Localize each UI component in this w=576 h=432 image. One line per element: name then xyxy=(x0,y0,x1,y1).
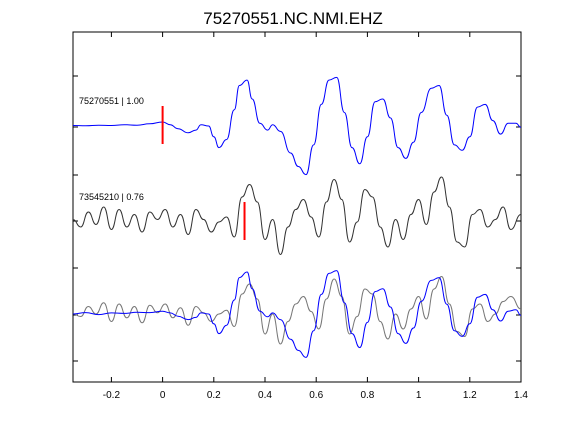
x-tick-label: 1.2 xyxy=(463,390,477,401)
x-axis-ticks: -0.2 0 0.2 0.4 0.6 0.8 1 1.2 1.4 xyxy=(103,32,528,401)
y-axis-ticks xyxy=(73,75,521,362)
trace-label: 75270551 | 1.00 xyxy=(79,96,144,106)
x-tick-label: 0.8 xyxy=(360,390,374,401)
x-tick-label: 0 xyxy=(160,390,166,401)
plot-frame xyxy=(72,31,522,383)
trace-3-overlay-blue xyxy=(72,270,522,358)
x-tick-label: 1.4 xyxy=(514,390,528,401)
trace-label: 73545210 | 0.76 xyxy=(79,192,144,202)
x-tick-label: 0.6 xyxy=(309,390,323,401)
trace-3-overlay-gray xyxy=(72,275,522,345)
trace-2-reference xyxy=(72,176,522,256)
traces xyxy=(72,76,522,358)
x-tick-label: -0.2 xyxy=(103,390,121,401)
x-tick-label: 1 xyxy=(416,390,422,401)
trace-1-primary xyxy=(72,76,522,176)
chart-title: 75270551.NC.NMI.EHZ xyxy=(203,9,383,28)
x-tick-label: 0.4 xyxy=(258,390,272,401)
x-tick-label: 0.2 xyxy=(207,390,221,401)
trace-labels: 75270551 | 1.00 73545210 | 0.76 xyxy=(79,96,144,202)
